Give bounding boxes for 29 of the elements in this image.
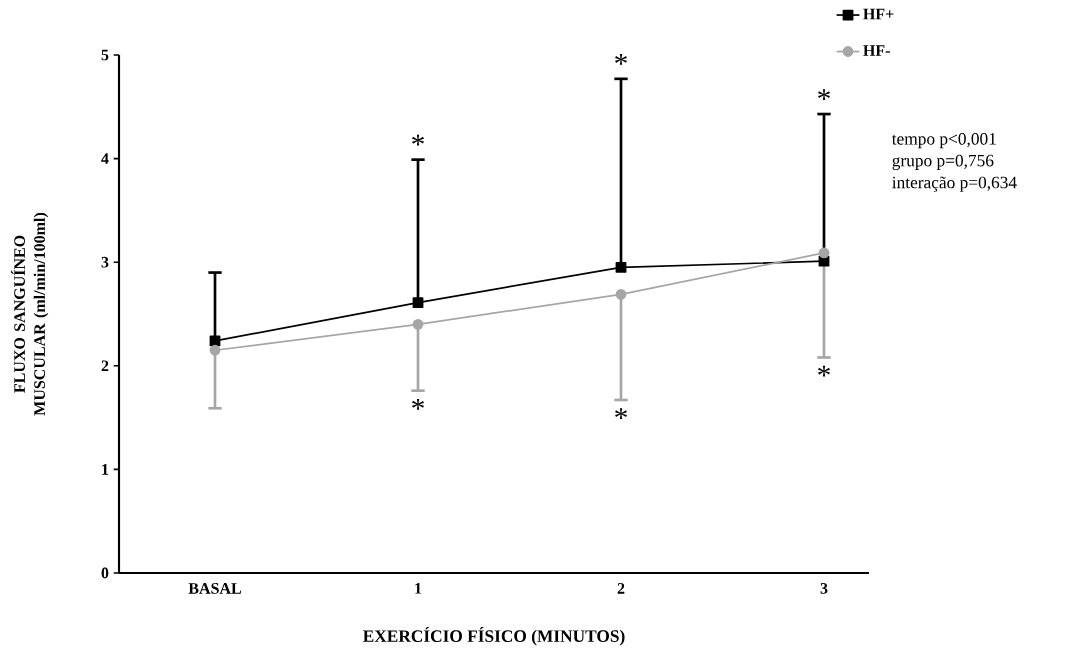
annotation: * <box>412 398 424 410</box>
x-tick-label: BASAL <box>188 583 241 594</box>
y-tick-label: 5 <box>101 49 109 61</box>
point <box>818 247 830 259</box>
y-tick-label: 3 <box>101 256 109 268</box>
text: grupo p=0,756 <box>892 154 994 170</box>
legend-label: HF- <box>863 45 890 56</box>
y-tick-label: 1 <box>102 464 109 475</box>
y-tick-label: 4 <box>101 153 109 164</box>
annotation: * <box>615 408 627 420</box>
point <box>615 288 627 300</box>
annotation: * <box>818 365 830 377</box>
point <box>412 297 424 308</box>
x-tick-label: 3 <box>820 583 828 594</box>
point <box>412 318 424 330</box>
point <box>209 344 221 356</box>
y-tick-label: 0 <box>101 567 109 579</box>
y-tick-label: 2 <box>101 360 109 372</box>
point <box>615 261 627 273</box>
text: tempo p<0,001 <box>891 132 996 149</box>
annotation: * <box>412 134 424 146</box>
y-axis-title: FLUXO SANGUÍNEO MUSCULAR (ml/min/100ml) <box>11 212 49 416</box>
annotation: * <box>818 89 830 100</box>
x-axis-title: EXERCÍCIO FÍSICO (MINUTOS) <box>363 626 625 646</box>
text: interação p=0,634 <box>892 176 1017 192</box>
x-tick-label: 2 <box>617 583 625 594</box>
annotation: * <box>615 54 627 65</box>
x-tick-label: 1 <box>415 583 422 594</box>
legend-label: HF+ <box>863 8 894 20</box>
